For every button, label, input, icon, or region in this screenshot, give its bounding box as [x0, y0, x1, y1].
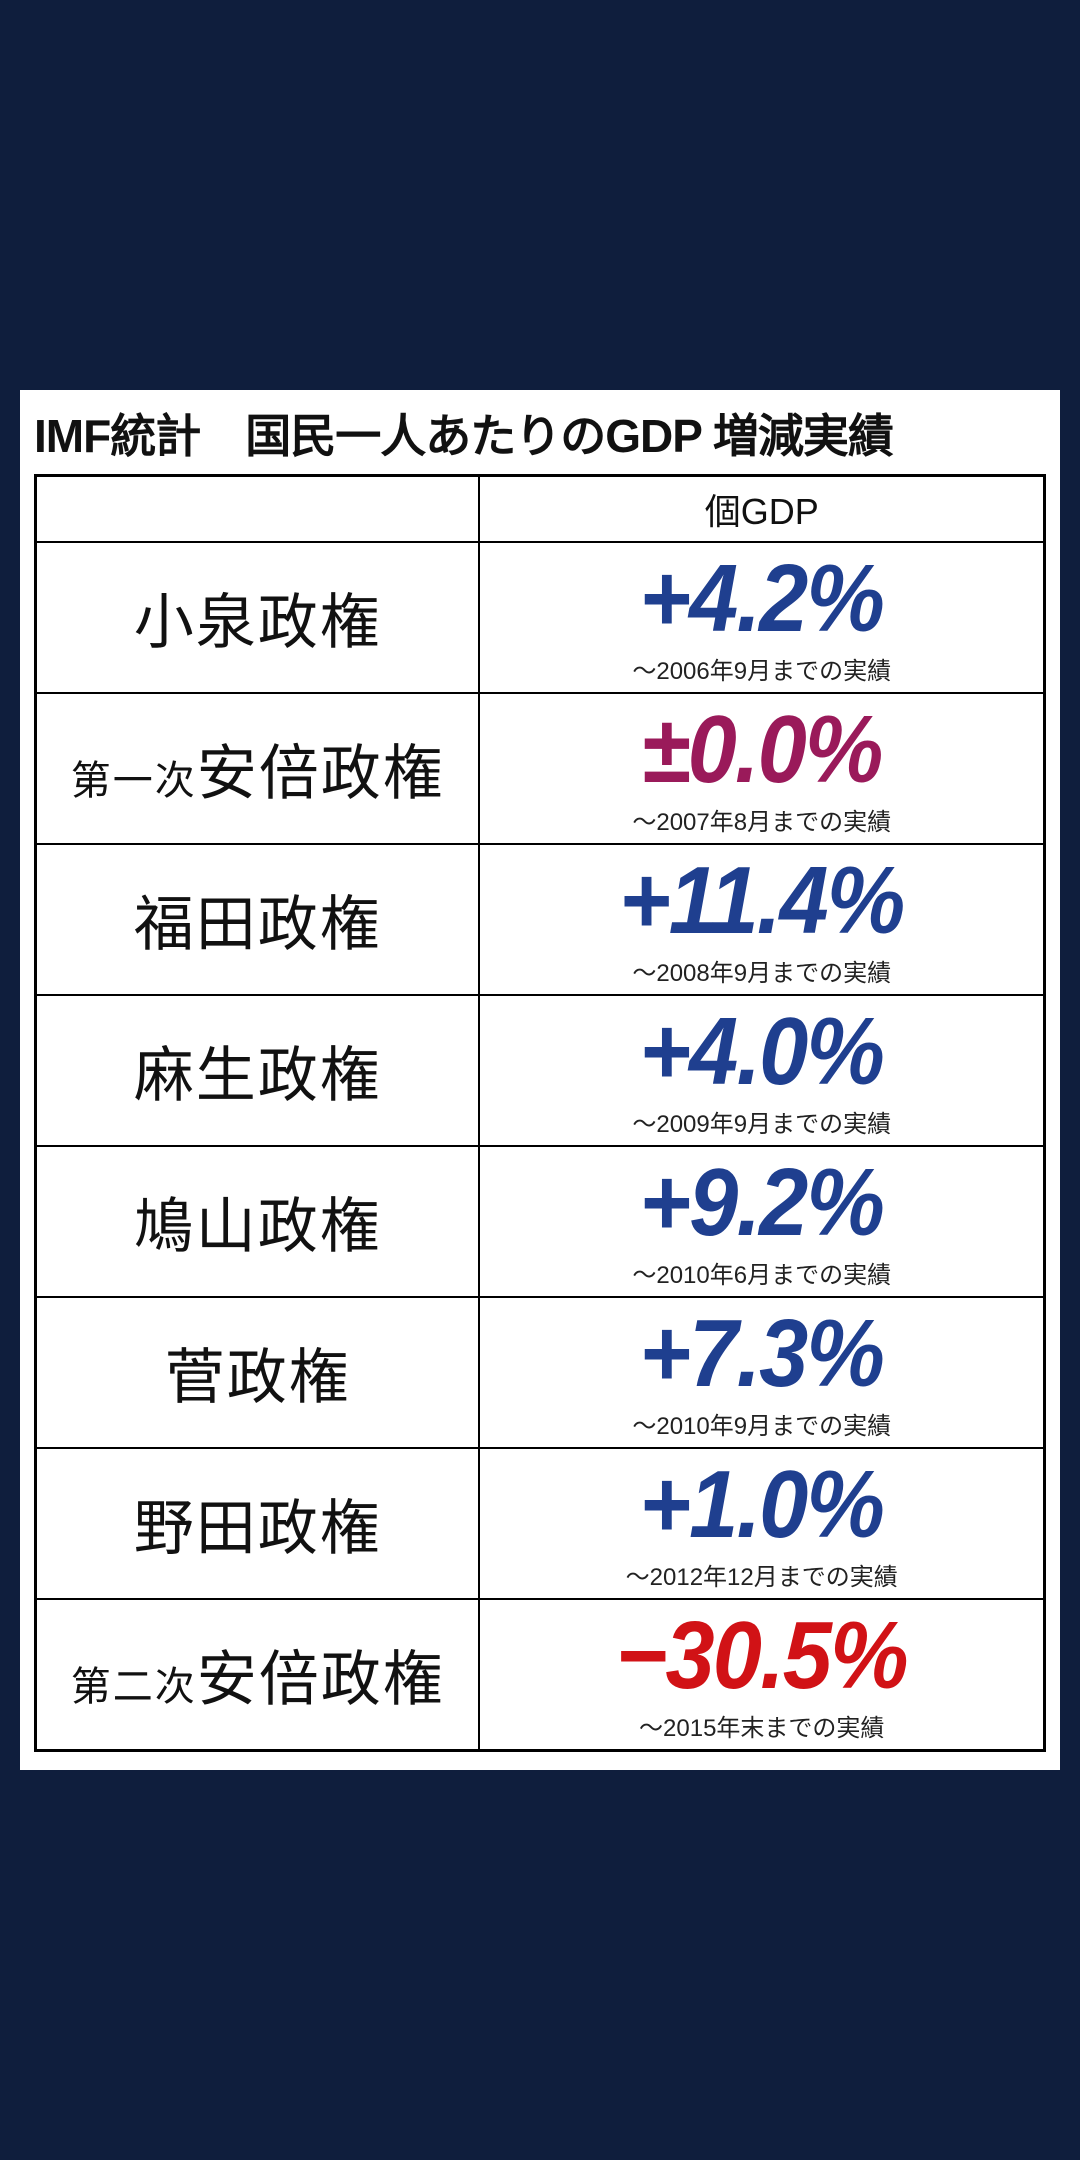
header-blank [36, 476, 480, 543]
administration-name: 福田政権 [134, 891, 382, 958]
gdp-value: +11.4% [508, 853, 1015, 949]
gdp-note: ～2010年9月までの実績 [486, 1406, 1037, 1441]
administration-name: 安倍政権 [197, 740, 445, 807]
table-row: 鳩山政権 +9.2% ～2010年6月までの実績 [36, 1146, 1045, 1297]
administration-prefix: 第一次 [71, 759, 197, 803]
header-gdp: 個GDP [479, 476, 1044, 543]
administration-name: 麻生政権 [134, 1042, 382, 1109]
administration-name-cell: 福田政権 [36, 844, 480, 995]
gdp-value: +4.0% [508, 1004, 1015, 1100]
gdp-note: ～2015年末までの実績 [486, 1708, 1037, 1743]
gdp-value-cell: +1.0% ～2012年12月までの実績 [479, 1448, 1044, 1599]
gdp-value-cell: +7.3% ～2010年9月までの実績 [479, 1297, 1044, 1448]
table-row: 第二次安倍政権 −30.5% ～2015年末までの実績 [36, 1599, 1045, 1751]
gdp-value: −30.5% [508, 1608, 1015, 1704]
administration-name: 安倍政権 [197, 1646, 445, 1713]
administration-name-cell: 第一次安倍政権 [36, 693, 480, 844]
gdp-value-cell: +4.0% ～2009年9月までの実績 [479, 995, 1044, 1146]
gdp-note: ～2007年8月までの実績 [486, 802, 1037, 837]
gdp-value-cell: +4.2% ～2006年9月までの実績 [479, 542, 1044, 693]
gdp-note: ～2008年9月までの実績 [486, 953, 1037, 988]
gdp-note: ～2010年6月までの実績 [486, 1255, 1037, 1290]
gdp-value-cell: ±0.0% ～2007年8月までの実績 [479, 693, 1044, 844]
administration-name-cell: 麻生政権 [36, 995, 480, 1146]
administration-name: 小泉政権 [134, 589, 382, 656]
table-row: 第一次安倍政権 ±0.0% ～2007年8月までの実績 [36, 693, 1045, 844]
table-row: 菅政権 +7.3% ～2010年9月までの実績 [36, 1297, 1045, 1448]
administration-name-cell: 小泉政権 [36, 542, 480, 693]
table-row: 福田政権 +11.4% ～2008年9月までの実績 [36, 844, 1045, 995]
gdp-note: ～2009年9月までの実績 [486, 1104, 1037, 1139]
table-row: 小泉政権 +4.2% ～2006年9月までの実績 [36, 542, 1045, 693]
administration-name-cell: 菅政権 [36, 1297, 480, 1448]
gdp-value: +9.2% [508, 1155, 1015, 1251]
administration-name-cell: 鳩山政権 [36, 1146, 480, 1297]
gdp-note: ～2012年12月までの実績 [486, 1557, 1037, 1592]
gdp-value-cell: +11.4% ～2008年9月までの実績 [479, 844, 1044, 995]
administration-name-cell: 第二次安倍政権 [36, 1599, 480, 1751]
table-row: 野田政権 +1.0% ～2012年12月までの実績 [36, 1448, 1045, 1599]
gdp-value-cell: −30.5% ～2015年末までの実績 [479, 1599, 1044, 1751]
gdp-value: ±0.0% [508, 702, 1015, 798]
administration-name-cell: 野田政権 [36, 1448, 480, 1599]
gdp-value-cell: +9.2% ～2010年6月までの実績 [479, 1146, 1044, 1297]
gdp-note: ～2006年9月までの実績 [486, 651, 1037, 686]
gdp-table: 個GDP 小泉政権+4.2%～2006年9月までの実績第一次安倍政権±0.0%～… [34, 474, 1046, 1752]
gdp-value: +1.0% [508, 1457, 1015, 1553]
gdp-table-card: IMF統計 国民一人あたりのGDP 増減実績 個GDP 小泉政権 +4.2% ～20… [20, 390, 1060, 1770]
administration-name: 鳩山政権 [134, 1193, 382, 1260]
administration-name: 菅政権 [165, 1344, 351, 1411]
table-row: 麻生政権 +4.0% ～2009年9月までの実績 [36, 995, 1045, 1146]
table-title: IMF統計 国民一人あたりのGDP 増減実績 [34, 400, 1046, 466]
administration-name: 野田政権 [134, 1495, 382, 1562]
gdp-value: +4.2% [508, 551, 1015, 647]
gdp-value: +7.3% [508, 1306, 1015, 1402]
administration-prefix: 第二次 [71, 1665, 197, 1709]
